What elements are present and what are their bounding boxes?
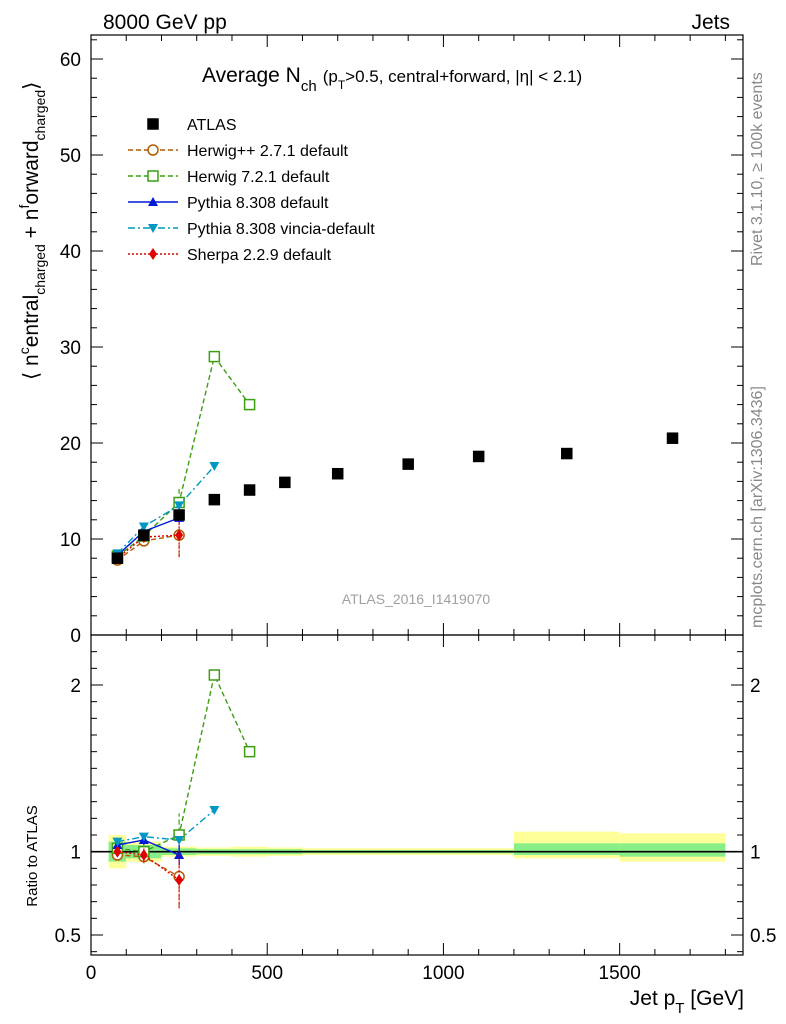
main-y-tick-label: 30 bbox=[60, 338, 81, 359]
title-rest-sub: T bbox=[338, 78, 346, 92]
ratio-band-inner bbox=[619, 843, 726, 857]
legend-marker bbox=[148, 197, 158, 206]
main-y-tick-label: 10 bbox=[60, 530, 81, 551]
ratio-panel: 0 500 1000 1500 0.5 0.5 1 1 2 2 bbox=[55, 634, 776, 984]
atlas-data-point bbox=[472, 450, 485, 463]
legend-entry-label: Pythia 8.308 vincia-default bbox=[187, 221, 375, 238]
xlabel-main: Jet p bbox=[630, 987, 676, 1010]
header-left-label: 8000 GeV pp bbox=[103, 11, 227, 34]
series-2-ratio-point bbox=[243, 745, 256, 758]
ratio-y-tick-label-left: 2 bbox=[70, 676, 81, 697]
x-tick-label: 1500 bbox=[599, 963, 641, 984]
main-y-tick-label: 60 bbox=[60, 50, 81, 71]
legend-entry-label: Herwig++ 2.7.1 default bbox=[187, 143, 349, 160]
ylabel-p2: entral bbox=[20, 295, 43, 348]
legend-marker bbox=[149, 248, 157, 260]
series-4-ratio-point bbox=[138, 832, 149, 842]
xlabel-rest: [GeV] bbox=[684, 987, 744, 1010]
ratio-y-tick-label-right: 1 bbox=[750, 843, 761, 864]
series-4-ratio-point bbox=[174, 836, 185, 845]
rivet-version-label: Rivet 3.1.10, ≥ 100k events bbox=[749, 72, 766, 266]
legend-entry-label: Herwig 7.2.1 default bbox=[187, 169, 330, 186]
legend-entry-label: ATLAS bbox=[187, 117, 237, 134]
title-rest: (p bbox=[323, 67, 338, 86]
analysis-watermark: ATLAS_2016_I1419070 bbox=[342, 591, 491, 607]
x-tick-label: 0 bbox=[86, 963, 97, 984]
title-main: Average N bbox=[202, 64, 301, 87]
title-rest2: >0.5, central+forward, |η| < 2.1) bbox=[345, 67, 582, 86]
series-4-ratio-line bbox=[117, 809, 215, 843]
series-4-main-line bbox=[116, 465, 215, 554]
atlas-data-point bbox=[666, 432, 679, 444]
series-4-ratio-point bbox=[112, 837, 123, 847]
main-y-tick-label: 40 bbox=[60, 242, 81, 263]
series-5-ratio-point bbox=[113, 845, 122, 858]
atlas-data-point bbox=[173, 509, 185, 521]
atlas-data-point bbox=[402, 458, 414, 470]
atlas-data-point bbox=[243, 484, 256, 496]
series-5-main-point bbox=[175, 529, 184, 542]
ylabel-s3: f bbox=[16, 205, 32, 209]
main-y-tick-label: 50 bbox=[60, 146, 81, 167]
ratio-y-tick-label-left: 0.5 bbox=[55, 926, 81, 947]
ratio-y-tick-label-left: 1 bbox=[70, 843, 81, 864]
ylabel-s4: charged bbox=[32, 90, 48, 141]
legend-marker bbox=[147, 118, 159, 130]
series-4-main-point bbox=[138, 522, 149, 532]
title-sub: ch bbox=[301, 78, 317, 95]
ylabel-p5: ⟩ bbox=[20, 82, 43, 90]
ylabel-p1: ⟨ n bbox=[20, 354, 43, 380]
ratio-y-tick-label-right: 0.5 bbox=[750, 926, 776, 947]
ylabel-s1: c bbox=[16, 347, 32, 354]
series-2-ratio-point bbox=[208, 669, 221, 681]
x-axis-label: Jet pT [GeV] bbox=[630, 987, 744, 1017]
main-ylabel: ⟨ ncentralcharged + nforwardcharged⟩ bbox=[16, 82, 48, 380]
atlas-data-point bbox=[561, 447, 573, 460]
legend-entry-label: Pythia 8.308 default bbox=[187, 195, 329, 212]
legend-entry-label: Sherpa 2.2.9 default bbox=[187, 247, 332, 264]
legend: ATLAS Herwig++ 2.7.1 default Herwig 7.2.1 … bbox=[128, 117, 375, 264]
mcplots-label: mcplots.cern.ch [arXiv:1306.3436] bbox=[749, 386, 766, 628]
series-5-ratio-point bbox=[139, 849, 148, 861]
legend-marker bbox=[147, 170, 159, 182]
main-y-tick-label: 20 bbox=[60, 434, 81, 455]
legend-marker bbox=[147, 144, 159, 156]
atlas-data-point bbox=[331, 467, 344, 480]
series-2-main-point bbox=[243, 398, 256, 411]
series-2-main-point bbox=[208, 350, 221, 363]
legend-marker bbox=[148, 224, 158, 233]
ratio-band-inner bbox=[513, 843, 620, 855]
atlas-data-point bbox=[208, 493, 221, 506]
ratio-panel-frame bbox=[90, 634, 744, 956]
x-tick-label: 500 bbox=[251, 963, 283, 984]
ylabel-s2: charged bbox=[32, 244, 48, 295]
header-right-label: Jets bbox=[691, 11, 730, 34]
atlas-data-point bbox=[111, 552, 124, 564]
main-y-tick-label: 0 bbox=[70, 626, 81, 647]
series-4-ratio-point bbox=[209, 806, 220, 815]
xlabel-sub: T bbox=[675, 1000, 684, 1017]
atlas-data-point bbox=[279, 476, 291, 489]
series-5-ratio-point bbox=[175, 874, 184, 886]
series-5-ratio-line bbox=[117, 850, 180, 881]
main-panel-title: Average Nch (pT>0.5, central+forward, |η|… bbox=[202, 64, 582, 95]
ratio-ylabel: Ratio to ATLAS bbox=[24, 805, 41, 906]
x-tick-label: 1000 bbox=[422, 963, 464, 984]
atlas-data-point bbox=[138, 529, 150, 541]
series-4-main-point bbox=[209, 462, 220, 472]
ratio-y-tick-label-right: 2 bbox=[750, 676, 761, 697]
series-4-main-point bbox=[174, 501, 185, 511]
ylabel-p3: + n bbox=[20, 209, 43, 245]
ylabel-p4: orward bbox=[20, 140, 43, 204]
